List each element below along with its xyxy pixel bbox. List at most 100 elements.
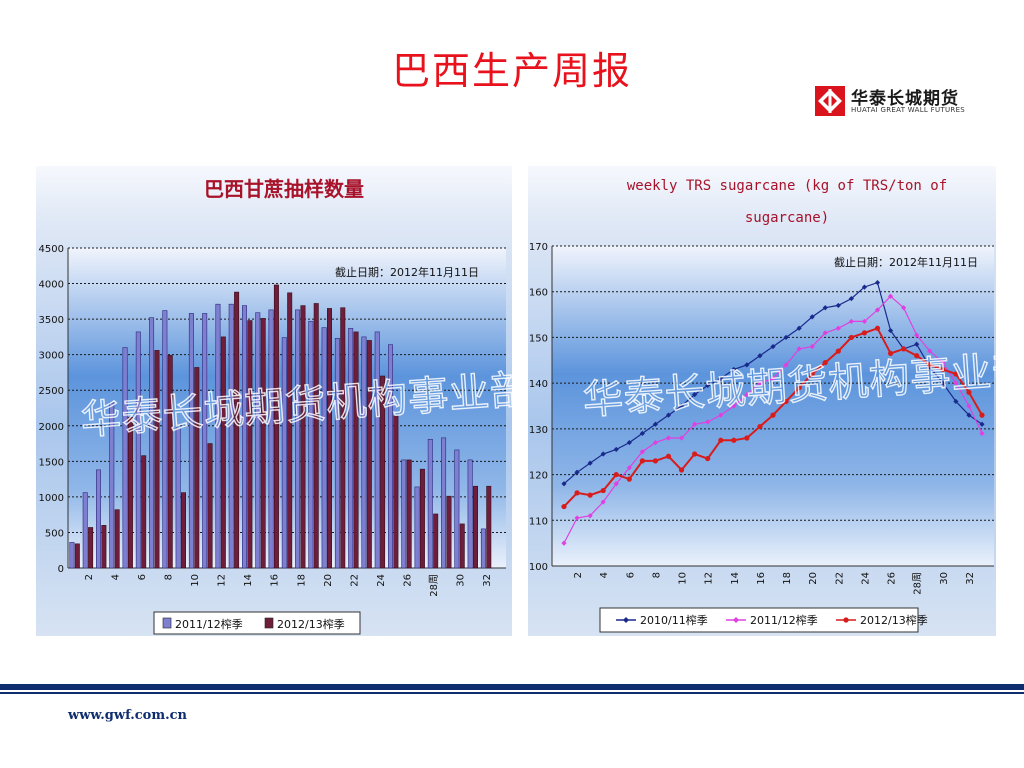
bar bbox=[393, 415, 399, 569]
y-tick-label: 3000 bbox=[39, 351, 64, 362]
x-tick-label: 26 bbox=[887, 572, 898, 585]
series-point bbox=[600, 499, 606, 505]
bar bbox=[88, 527, 94, 569]
bar bbox=[340, 307, 346, 569]
series-point bbox=[613, 446, 619, 453]
bar bbox=[467, 459, 473, 569]
bar bbox=[441, 437, 447, 569]
series-point bbox=[874, 279, 881, 286]
bar bbox=[446, 495, 452, 569]
series-point bbox=[561, 481, 567, 487]
series-point bbox=[874, 325, 881, 331]
series-point bbox=[626, 476, 632, 482]
y-tick-label: 170 bbox=[529, 242, 548, 253]
series-point bbox=[835, 325, 841, 331]
series-point bbox=[574, 469, 580, 475]
series-point bbox=[835, 348, 841, 354]
legend-marker bbox=[843, 617, 849, 623]
bar bbox=[295, 309, 301, 569]
series-point bbox=[796, 385, 802, 391]
series-point bbox=[770, 412, 776, 418]
series-point bbox=[574, 490, 580, 496]
footer-url[interactable]: www.gwf.com.cn bbox=[68, 708, 187, 723]
x-tick-label: 4 bbox=[110, 574, 121, 580]
series-point bbox=[574, 515, 580, 521]
series-point bbox=[561, 540, 567, 546]
bar bbox=[380, 375, 386, 569]
legend-label: 2011/12榨季 bbox=[175, 617, 243, 631]
x-tick-label: 28周 bbox=[428, 574, 440, 597]
bar bbox=[181, 492, 186, 569]
footer-divider-thin bbox=[0, 692, 1024, 694]
series-point bbox=[600, 487, 606, 494]
bar bbox=[74, 543, 80, 569]
legend-box bbox=[599, 607, 919, 633]
bar bbox=[141, 455, 147, 569]
bar bbox=[348, 328, 354, 569]
x-tick-label: 2 bbox=[573, 572, 584, 578]
y-tick-label: 3500 bbox=[39, 315, 64, 326]
bar bbox=[480, 528, 486, 569]
y-tick-label: 160 bbox=[529, 288, 548, 299]
series-point bbox=[822, 359, 828, 366]
chart-legend: 2010/11榨季 2011/12榨季 2012/13榨季 bbox=[599, 607, 928, 633]
series-point bbox=[901, 346, 907, 352]
series-point bbox=[809, 371, 815, 377]
chart-title-line-1: weekly TRS sugarcane (kg of TRS/ton of bbox=[627, 178, 947, 194]
series-point bbox=[665, 435, 672, 441]
plot-area bbox=[68, 248, 506, 568]
y-tick-label: 150 bbox=[529, 333, 548, 344]
series-point bbox=[979, 430, 985, 437]
x-tick-label: 20 bbox=[808, 572, 819, 585]
bar bbox=[154, 350, 160, 569]
series-point bbox=[665, 453, 672, 459]
y-tick-label: 110 bbox=[529, 516, 548, 527]
x-tick-label: 10 bbox=[190, 574, 201, 587]
y-tick-label: 1500 bbox=[39, 457, 64, 468]
legend-swatch bbox=[264, 617, 274, 629]
weekly-trs-chart: weekly TRS sugarcane (kg of TRS/ton of su… bbox=[528, 166, 996, 636]
y-tick-label: 500 bbox=[45, 528, 64, 539]
bar bbox=[454, 449, 460, 569]
bar bbox=[334, 338, 340, 569]
series-point bbox=[940, 366, 946, 373]
series-point bbox=[744, 435, 750, 441]
series-point bbox=[887, 350, 894, 357]
series-point bbox=[731, 403, 737, 409]
y-tick-label: 130 bbox=[529, 425, 548, 436]
bar bbox=[234, 291, 240, 569]
series-point bbox=[678, 467, 685, 473]
bar bbox=[109, 402, 115, 569]
x-tick-label: 30 bbox=[456, 574, 467, 587]
series-point bbox=[626, 465, 632, 471]
bar bbox=[287, 292, 293, 569]
series-point bbox=[692, 451, 698, 457]
logo-mark-icon bbox=[815, 86, 845, 116]
bar bbox=[313, 303, 319, 569]
bar bbox=[366, 340, 372, 569]
x-tick-label: 32 bbox=[965, 572, 976, 585]
bar bbox=[135, 331, 141, 569]
y-tick-label: 2000 bbox=[39, 422, 64, 433]
chart-title-line-2: sugarcane) bbox=[745, 210, 829, 226]
cutoff-date-annotation: 截止日期：2012年11月11日 bbox=[335, 265, 479, 279]
series-point bbox=[757, 423, 763, 430]
bar bbox=[268, 309, 274, 569]
bar bbox=[427, 438, 433, 569]
series-point bbox=[652, 421, 659, 427]
bar bbox=[96, 469, 101, 569]
x-tick-label: 20 bbox=[323, 574, 334, 587]
bar bbox=[220, 336, 226, 569]
bar bbox=[353, 331, 359, 569]
series-point bbox=[966, 403, 972, 409]
legend-marker bbox=[733, 617, 739, 623]
series-point bbox=[639, 430, 645, 437]
series-point bbox=[796, 325, 802, 331]
series-point bbox=[639, 458, 645, 464]
bar bbox=[207, 443, 213, 569]
bar bbox=[194, 367, 200, 569]
series-point bbox=[678, 435, 685, 441]
x-tick-label: 2 bbox=[84, 574, 95, 580]
bar bbox=[433, 513, 439, 569]
series-point bbox=[861, 330, 868, 336]
